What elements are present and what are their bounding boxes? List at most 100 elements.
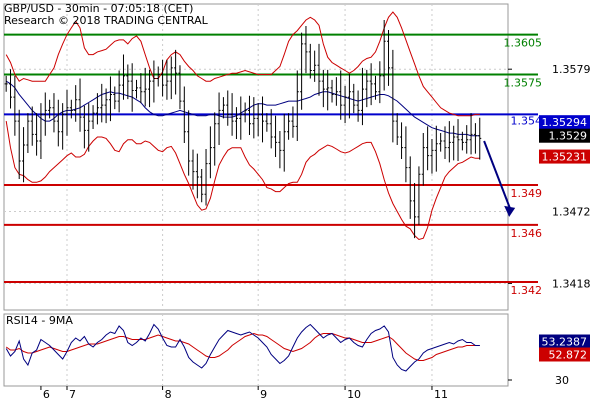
bollinger-lower-line [5, 121, 480, 241]
rsi-y-tick-label: 30 [555, 374, 569, 387]
price-bar [304, 25, 308, 74]
price-bar [130, 63, 134, 112]
x-tick-label: 7 [69, 388, 76, 400]
price-bar [82, 105, 86, 149]
price-bar [447, 121, 451, 163]
price-bar [360, 67, 364, 126]
price-bar [373, 75, 377, 100]
price-bar [221, 97, 225, 119]
price-bar [387, 29, 391, 86]
price-bar [269, 109, 273, 149]
price-bar [443, 126, 447, 159]
price-bar [17, 109, 21, 179]
x-tick-label: 6 [43, 388, 50, 400]
price-tag-ma [539, 115, 590, 130]
rsi-value-tag [539, 347, 590, 362]
y-tick-label: 1.3472 [552, 206, 590, 219]
price-bar [261, 96, 265, 143]
price-bar [265, 113, 269, 132]
price-bar [30, 106, 34, 146]
price-bar [430, 139, 434, 174]
moving-average-line [5, 80, 480, 137]
price-bar [356, 90, 360, 122]
price-bar [121, 54, 125, 100]
price-bar [460, 131, 464, 151]
price-bar [473, 123, 477, 154]
price-bar [465, 125, 469, 154]
price-bar [100, 83, 104, 123]
price-bar [26, 113, 30, 154]
price-bar [434, 125, 438, 172]
price-bar [61, 103, 65, 150]
price-bar [413, 182, 417, 239]
price-bar [182, 86, 186, 144]
price-bar [421, 133, 425, 186]
level-label: 1.3605 [504, 37, 543, 50]
price-bar [234, 107, 238, 140]
price-bar [239, 96, 243, 140]
price-bar [113, 86, 117, 110]
price-bar [165, 59, 169, 100]
price-bar [65, 89, 69, 136]
rsi-value-tag [539, 334, 590, 349]
level-label: 1.354 [511, 114, 543, 127]
rsi-panel-frame [3, 313, 509, 387]
price-bar [217, 92, 221, 146]
price-bar [208, 126, 212, 179]
price-bar [200, 168, 204, 203]
price-bar [187, 110, 191, 176]
price-bar [243, 102, 247, 123]
price-bar [382, 19, 386, 91]
price-bar [143, 67, 147, 107]
chart-title: GBP/USD - 30min - 07:05:18 (CET) [4, 2, 194, 15]
price-bar [404, 126, 408, 183]
x-tick-label: 9 [260, 388, 267, 400]
price-bar [378, 61, 382, 104]
price-bar [126, 64, 130, 100]
price-bar [287, 113, 291, 140]
level-label: 1.342 [511, 284, 543, 297]
forecast-arrow-head [504, 205, 516, 217]
bollinger-upper-line [5, 11, 480, 117]
price-bar [87, 103, 91, 152]
price-bar [117, 70, 121, 113]
price-panel-frame [3, 3, 509, 311]
price-bar [339, 70, 343, 120]
price-bar [478, 117, 482, 160]
price-bar [365, 69, 369, 108]
price-bar [330, 79, 334, 103]
rsi-line [5, 323, 480, 372]
price-bar [139, 73, 143, 104]
price-bar [13, 75, 17, 136]
y-tick-label: 1.3579 [552, 63, 590, 76]
price-bar [452, 125, 456, 161]
price-bar [108, 76, 112, 122]
price-bar [195, 153, 199, 199]
price-tag-label: 1.3529 [549, 130, 588, 143]
price-bar [439, 133, 443, 152]
price-bar [321, 69, 325, 108]
price-bar [52, 93, 56, 133]
price-bar [456, 119, 460, 161]
price-bar [395, 113, 399, 146]
price-bar [347, 73, 351, 119]
price-bar [226, 90, 230, 126]
price-bar [247, 95, 251, 136]
y-tick-label: 1.3418 [552, 277, 590, 290]
price-bar [408, 156, 412, 219]
price-bar [230, 93, 234, 136]
price-bar [326, 69, 330, 111]
price-bar [39, 103, 43, 159]
price-bar [204, 149, 208, 206]
price-tag-last [539, 128, 590, 143]
price-bar [256, 103, 260, 137]
x-tick-label: 10 [347, 388, 361, 400]
rsi-value-label: 52.872 [549, 349, 588, 362]
price-bar [391, 49, 395, 143]
price-bar [369, 63, 373, 106]
price-bar [56, 99, 60, 147]
level-label: 1.346 [511, 227, 543, 240]
price-bars [4, 19, 482, 239]
price-bar [43, 92, 47, 136]
